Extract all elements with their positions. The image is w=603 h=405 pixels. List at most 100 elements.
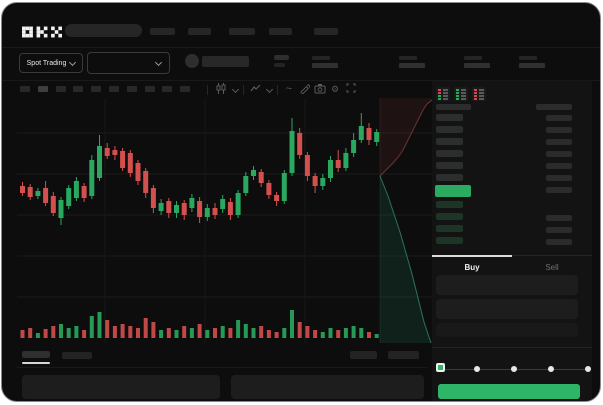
bid-price-row[interactable]: [436, 237, 463, 244]
amount-row[interactable]: [546, 163, 572, 169]
ask-price-row[interactable]: [436, 150, 463, 157]
volume-layer: [20, 310, 379, 338]
fullscreen-icon[interactable]: [345, 83, 357, 96]
tab-buy[interactable]: Buy: [432, 255, 512, 276]
ask-price-row[interactable]: [436, 138, 463, 145]
nav-item[interactable]: [269, 28, 292, 35]
candles-layer: [20, 113, 380, 225]
nav-item[interactable]: [229, 28, 255, 35]
price-change-placeholder: [274, 63, 285, 67]
amount-row[interactable]: [546, 139, 572, 145]
chevron-down-icon[interactable]: [229, 83, 241, 96]
interval-button[interactable]: [162, 86, 173, 92]
camera-icon[interactable]: [314, 83, 326, 96]
amount-row[interactable]: [546, 175, 572, 181]
trade-form-tabs: Buy Sell: [432, 255, 592, 276]
interval-button[interactable]: [37, 86, 48, 92]
stat-label-placeholder: [399, 56, 417, 60]
total-field[interactable]: [436, 323, 578, 337]
slider-stop[interactable]: [548, 366, 554, 372]
interval-button[interactable]: [73, 86, 84, 92]
indicators-icon[interactable]: [249, 83, 261, 96]
slider-stop[interactable]: [511, 366, 517, 372]
settings-icon[interactable]: ⚙: [330, 84, 340, 94]
interval-button[interactable]: [144, 86, 155, 92]
pair-selector-dropdown[interactable]: [87, 52, 170, 74]
ask-price-row[interactable]: [436, 126, 463, 133]
candlestick-chart-canvas[interactable]: [17, 98, 433, 344]
toolbar-divider: [243, 85, 244, 95]
ticker-stat: [312, 56, 340, 69]
buy-button[interactable]: [438, 384, 580, 399]
tab-buy-label: Buy: [464, 263, 480, 272]
depth-bids-area: [380, 176, 431, 343]
interval-button[interactable]: [126, 86, 137, 92]
stat-value-placeholder: [312, 63, 338, 68]
stat-value-placeholder: [519, 63, 545, 68]
orderbook-last-price[interactable]: [435, 185, 471, 197]
interval-button[interactable]: [55, 86, 66, 92]
bottom-action-placeholder[interactable]: [350, 351, 377, 359]
chevron-down-icon: [154, 58, 163, 67]
orderbook-bids-icon[interactable]: [454, 87, 468, 101]
orderbook-asks-icon[interactable]: [472, 87, 486, 101]
orderbook-both-icon[interactable]: [436, 87, 450, 101]
trade-side-panel: Buy Sell: [432, 81, 592, 401]
ticker-stat: [464, 56, 492, 69]
interval-button[interactable]: [109, 86, 119, 92]
okx-logo-icon: [22, 26, 62, 38]
stat-value-placeholder: [464, 63, 490, 68]
amount-row[interactable]: [546, 239, 572, 245]
toolbar-divider: [277, 85, 278, 95]
bottom-tab[interactable]: [62, 352, 92, 359]
amount-row[interactable]: [546, 227, 572, 233]
candle-style-icon[interactable]: [215, 83, 227, 96]
ask-price-row[interactable]: [436, 174, 463, 181]
amount-row[interactable]: [546, 215, 572, 221]
amount-row[interactable]: [546, 151, 572, 157]
bid-price-row[interactable]: [436, 213, 463, 220]
line-style-icon[interactable]: ~: [285, 83, 293, 95]
depth-overlay: [379, 98, 433, 344]
toolbar-divider: [207, 85, 208, 95]
market-type-label: Spot Trading: [26, 59, 67, 67]
amount-row[interactable]: [546, 115, 572, 121]
draw-icon[interactable]: [298, 83, 311, 96]
nav-item[interactable]: [314, 28, 338, 35]
stat-value-placeholder: [399, 63, 425, 68]
bottom-panel-row[interactable]: [231, 375, 424, 399]
slider-handle[interactable]: [435, 363, 445, 372]
market-type-selector[interactable]: Spot Trading: [19, 53, 83, 73]
slider-stop[interactable]: [474, 366, 480, 372]
amount-row[interactable]: [546, 187, 572, 193]
bottom-divider: [17, 367, 427, 368]
slider-stop[interactable]: [585, 366, 591, 372]
interval-button[interactable]: [180, 86, 191, 92]
amount-field[interactable]: [436, 299, 578, 319]
ask-price-row[interactable]: [436, 114, 463, 121]
bottom-tab-active[interactable]: [22, 351, 50, 358]
bottom-panel-row[interactable]: [22, 375, 220, 399]
price-field[interactable]: [436, 275, 578, 295]
amount-row[interactable]: [546, 127, 572, 133]
bid-price-row[interactable]: [436, 201, 463, 208]
nav-item[interactable]: [150, 28, 175, 35]
interval-button[interactable]: [20, 86, 30, 92]
okx-logo[interactable]: [22, 25, 62, 43]
orderbook-header-amount: [536, 104, 572, 110]
chevron-down-icon[interactable]: [263, 83, 275, 96]
bottom-action-placeholder[interactable]: [388, 351, 419, 359]
search-input[interactable]: [65, 24, 142, 37]
interval-button[interactable]: [91, 86, 102, 92]
chevron-down-icon: [69, 58, 77, 66]
depth-bids-curve: [379, 175, 432, 344]
ask-price-row[interactable]: [436, 162, 463, 169]
form-divider: [432, 347, 592, 348]
coin-avatar: [185, 54, 199, 68]
nav-item[interactable]: [188, 28, 211, 35]
bid-price-row[interactable]: [436, 225, 463, 232]
tab-sell[interactable]: Sell: [512, 256, 592, 276]
ticker-stat: [399, 56, 427, 69]
orderbook-header-price: [436, 104, 471, 110]
